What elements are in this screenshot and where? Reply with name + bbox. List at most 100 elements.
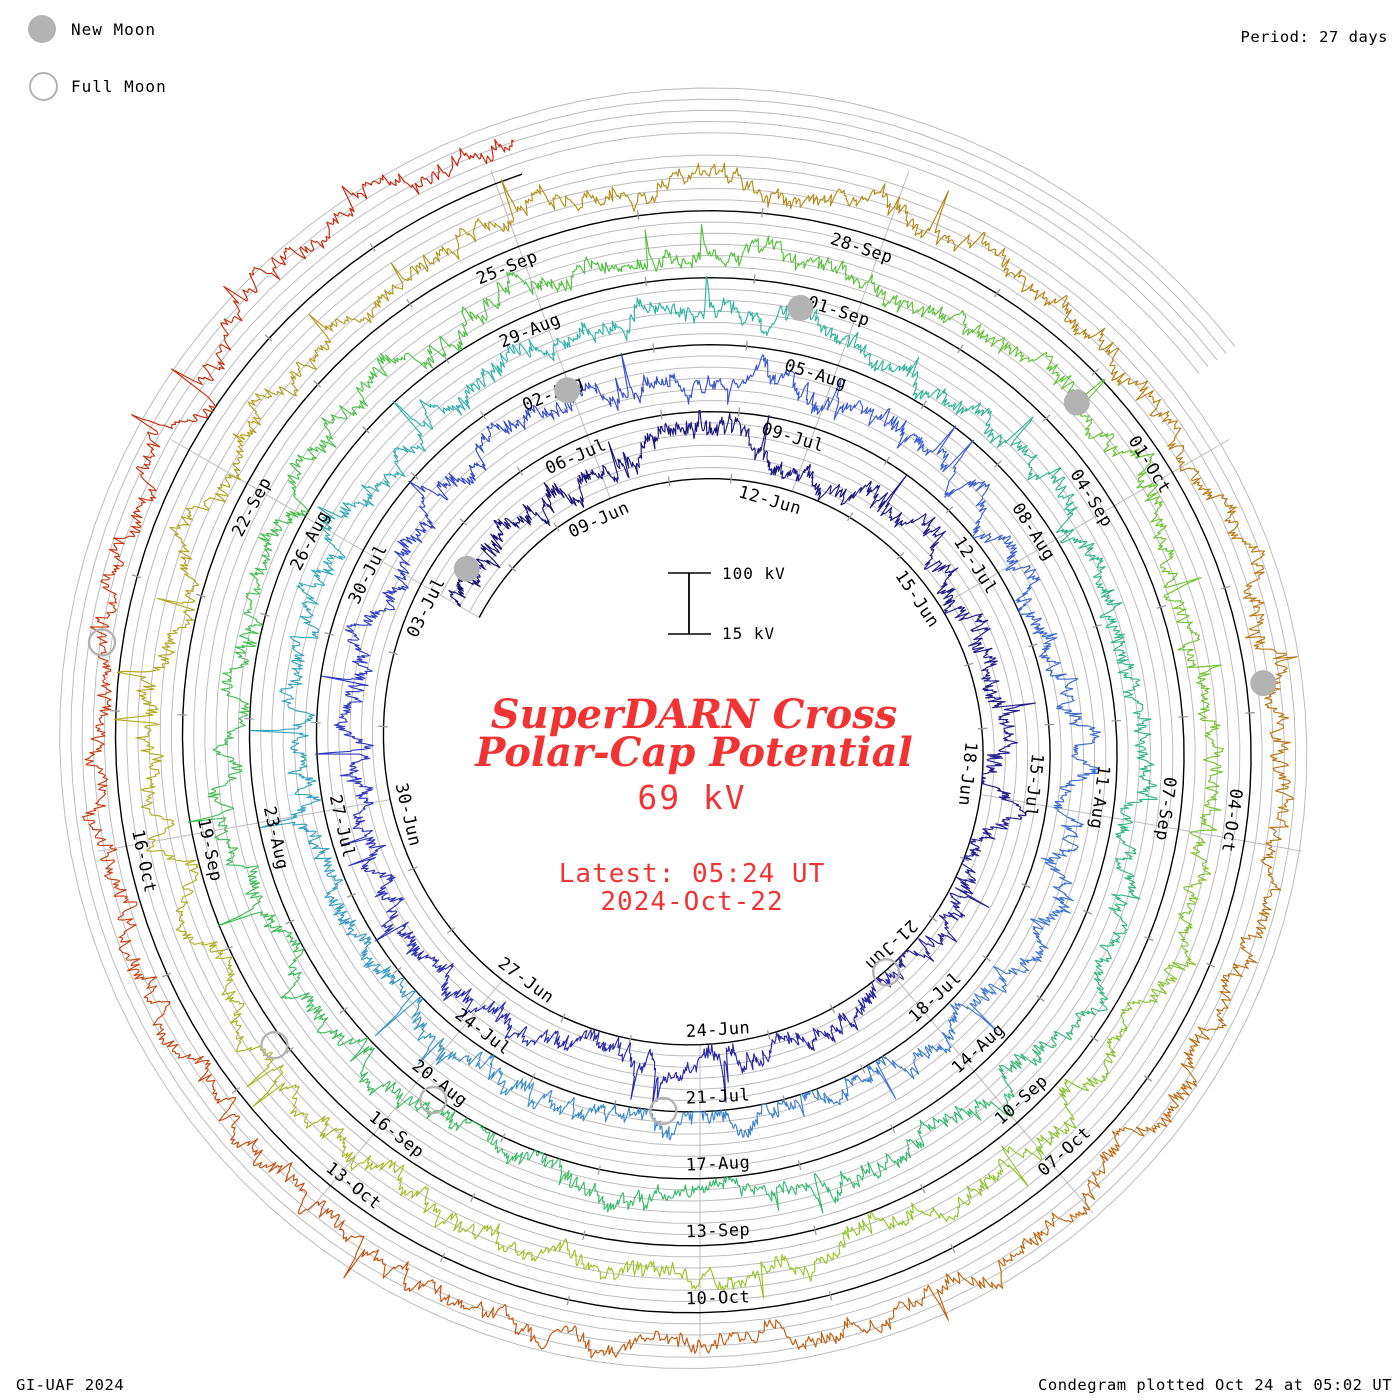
new-moon-marker <box>787 294 814 321</box>
trace-segment <box>846 331 931 400</box>
trace-segment <box>1106 955 1197 1054</box>
trace-segment <box>259 816 344 905</box>
trace-segment <box>612 1103 700 1141</box>
date-label: 10-Sep <box>991 1071 1052 1129</box>
date-label: 16-Oct <box>127 828 160 895</box>
trace-segment <box>215 949 274 1067</box>
new-moon-marker <box>453 555 480 582</box>
date-label: 23-Aug <box>259 804 292 871</box>
trace-segment <box>316 1023 404 1105</box>
scalebar-max-label: 100 kV <box>722 564 786 583</box>
trace-segment <box>414 950 478 1018</box>
trace-segment <box>971 324 1078 397</box>
trace-segment <box>490 503 551 554</box>
trace-segment <box>270 925 329 1025</box>
date-label: 17-Aug <box>685 1153 750 1176</box>
trace-segment <box>435 1051 531 1096</box>
credit-label: GI-UAF 2024 <box>16 1376 125 1394</box>
trace-segment <box>341 147 488 217</box>
trace-segment <box>837 971 896 1031</box>
trace-segment <box>839 1271 969 1340</box>
trace-segment <box>657 373 744 405</box>
trace-segment <box>866 474 936 535</box>
trace-segment <box>245 510 301 611</box>
trace-segment <box>296 525 346 631</box>
trace-segment <box>246 1064 356 1163</box>
trace-segment <box>742 354 824 415</box>
trace-segment <box>1053 723 1102 809</box>
trace-segment <box>490 389 575 435</box>
trace-segment <box>1011 269 1120 356</box>
trace-segment <box>553 1029 628 1063</box>
trace-segment <box>429 1279 561 1350</box>
plotted-timestamp-label: Condegram plotted Oct 24 at 05:02 UT <box>1038 1376 1392 1394</box>
potential-trace <box>81 138 1298 1359</box>
trace-segment <box>1168 973 1232 1101</box>
trace-segment <box>896 190 1013 277</box>
trace-segment <box>1016 444 1078 534</box>
trace-segment <box>220 609 263 718</box>
trace-segment <box>296 284 401 370</box>
trace-segment <box>316 1200 431 1292</box>
trace-segment <box>448 542 501 608</box>
trace-segment <box>1192 715 1224 833</box>
new-moon-marker <box>554 377 581 404</box>
trace-segment <box>169 473 241 592</box>
trace-segment <box>394 480 436 576</box>
trace-segment <box>932 1145 1044 1223</box>
trace-segment <box>929 388 1034 448</box>
new-moon-legend-icon <box>28 15 56 43</box>
trace-segment <box>942 965 1008 1041</box>
trace-segment <box>374 876 420 957</box>
radial-gridlines <box>98 170 1302 1357</box>
full-moon-marker <box>649 1096 678 1126</box>
trace-segment <box>1178 831 1212 956</box>
date-label: 24-Jun <box>685 1018 751 1042</box>
trace-segment <box>287 405 348 517</box>
trace-segment <box>626 1042 701 1108</box>
trace-segment <box>1227 845 1282 978</box>
new-moon-marker <box>1250 670 1277 697</box>
trace-segment <box>783 1074 870 1117</box>
chart-title-line2: Polar-Cap Potential <box>475 729 913 776</box>
baseline-spiral <box>114 173 1252 1314</box>
full-moon-marker <box>419 1085 448 1115</box>
trace-segment <box>699 1319 841 1354</box>
date-label: 15-Jul <box>1020 752 1048 818</box>
trace-segment <box>81 709 114 850</box>
trace-segment <box>350 1155 460 1232</box>
trace-segment <box>922 526 959 606</box>
trace-segment <box>390 218 512 290</box>
trace-segment <box>1144 483 1202 603</box>
trace-segment <box>314 723 374 804</box>
trace-segment <box>108 431 161 570</box>
trace-segment <box>1041 806 1084 904</box>
trace-segment <box>1265 711 1295 847</box>
trace-segment <box>321 639 373 724</box>
trace-segment <box>972 480 1019 565</box>
scalebar-min-label: 15 kV <box>722 624 776 643</box>
full-moon-marker <box>260 1030 289 1060</box>
trace-segment <box>1172 601 1222 717</box>
trace-segment <box>804 1152 908 1214</box>
trace-segment <box>476 1000 557 1047</box>
trace-segment <box>738 414 800 482</box>
trace-segment <box>1038 641 1082 725</box>
trace-segment <box>1179 467 1266 579</box>
trace-segment <box>575 1253 701 1290</box>
trace-segment <box>347 344 445 417</box>
trace-segment <box>100 848 158 982</box>
scale-bar <box>668 572 711 635</box>
date-label: 21-Jul <box>685 1086 750 1109</box>
trace-segment <box>344 572 409 641</box>
trace-segment <box>1109 353 1185 468</box>
trace-segment <box>1036 1051 1116 1155</box>
trace-segment <box>559 1325 701 1359</box>
date-label: 13-Sep <box>685 1220 750 1242</box>
trace-segment <box>1242 577 1298 713</box>
trace-segment <box>279 630 319 722</box>
new-moon-legend-label: New Moon <box>71 20 157 39</box>
trace-segment <box>553 297 651 349</box>
